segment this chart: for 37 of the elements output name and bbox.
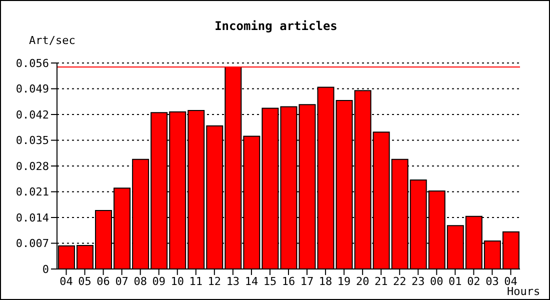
x-tick-label: 15 xyxy=(263,274,277,288)
x-tick-label: 00 xyxy=(430,274,444,288)
x-tick-label: 03 xyxy=(486,274,499,288)
x-tick-label: 07 xyxy=(115,274,128,288)
y-tick-label: 0.049 xyxy=(16,82,49,96)
y-axis-title: Art/sec xyxy=(29,34,76,47)
x-tick-label: 22 xyxy=(392,274,406,288)
x-tick-label: 10 xyxy=(170,274,184,288)
y-tick-label: 0.021 xyxy=(16,186,49,199)
x-tick-label: 23 xyxy=(412,274,425,288)
x-tick-label: 11 xyxy=(189,274,203,288)
x-tick-label: 04 xyxy=(504,274,518,288)
x-tick-label: 01 xyxy=(448,274,462,288)
x-tick-label: 14 xyxy=(244,274,258,288)
x-tick-label: 12 xyxy=(208,274,222,288)
x-tick-label: 06 xyxy=(96,274,110,288)
x-tick-label: 05 xyxy=(78,274,92,288)
chart-title: Incoming articles xyxy=(214,19,338,33)
y-tick-label: 0.014 xyxy=(16,211,50,224)
y-tick-label: 0.042 xyxy=(16,108,49,122)
x-tick-label: 02 xyxy=(467,274,480,288)
y-tick-label: 0.056 xyxy=(16,56,49,70)
y-tick-label: 0 xyxy=(42,262,49,276)
x-tick-label: 20 xyxy=(356,274,370,288)
x-tick-label: 16 xyxy=(282,274,296,288)
y-tick-label: 0.007 xyxy=(16,237,49,250)
y-tick-label: 0.035 xyxy=(16,134,49,148)
x-tick-label: 21 xyxy=(374,274,388,288)
x-tick-label: 19 xyxy=(337,274,351,288)
x-axis-title: Hours xyxy=(507,285,540,298)
x-tick-label: 08 xyxy=(134,274,147,288)
x-tick-label: 04 xyxy=(60,274,74,288)
y-tick-label: 0.028 xyxy=(16,160,49,173)
x-tick-label: 18 xyxy=(318,274,332,288)
x-tick-label: 17 xyxy=(300,274,314,288)
x-tick-label: 13 xyxy=(226,274,240,288)
x-tick-label: 09 xyxy=(152,274,166,288)
